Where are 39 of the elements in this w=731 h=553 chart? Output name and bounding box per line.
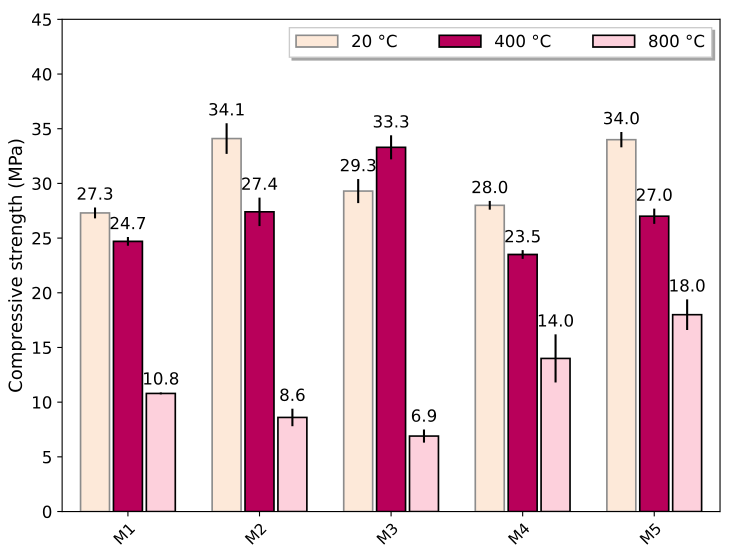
legend-label: 20 °C <box>352 34 397 48</box>
x-tick-label: M2 <box>244 522 267 545</box>
y-tick-label: 20 <box>32 286 52 300</box>
y-tick-label: 5 <box>43 451 51 464</box>
y-tick-label: 45 <box>32 14 51 26</box>
legend-label: 400 °C <box>495 34 550 48</box>
data-label: 6.9 <box>412 409 436 422</box>
y-tick-label: 15 <box>33 342 51 354</box>
x-tick-label: M4 <box>508 522 530 545</box>
data-label: 8.6 <box>280 388 305 402</box>
y-tick-label: 35 <box>32 122 51 136</box>
y-tick-label: 0 <box>42 505 52 518</box>
x-tick-label: M1 <box>113 522 136 545</box>
data-label: 18.0 <box>670 279 705 292</box>
bar <box>342 190 374 512</box>
legend-label: 800 °C <box>649 34 704 48</box>
y-tick-label: 30 <box>32 177 52 190</box>
y-axis-title: Compressive strength (MPa) <box>8 140 26 392</box>
y-tick-label: 40 <box>32 68 52 81</box>
x-tick-label: M5 <box>639 522 662 545</box>
bar <box>80 212 110 512</box>
bar <box>211 138 242 512</box>
data-label: 24.7 <box>110 216 146 230</box>
bar <box>474 204 506 512</box>
data-label: 34.0 <box>604 112 639 124</box>
data-label: 33.3 <box>374 115 408 128</box>
y-tick-label: 25 <box>32 232 51 245</box>
y-tick-label: 10 <box>33 396 52 409</box>
x-tick-label: M3 <box>376 522 399 545</box>
data-label: 27.4 <box>242 177 278 190</box>
data-label: 23.5 <box>505 230 540 243</box>
bar <box>606 138 637 512</box>
data-label: 34.1 <box>209 103 244 116</box>
data-label: 29.3 <box>340 158 376 172</box>
data-label: 28.0 <box>472 180 508 194</box>
data-label: 27.0 <box>636 188 672 201</box>
data-label: 14.0 <box>538 314 574 327</box>
data-label: 27.3 <box>78 187 112 200</box>
data-label: 10.8 <box>144 372 178 385</box>
